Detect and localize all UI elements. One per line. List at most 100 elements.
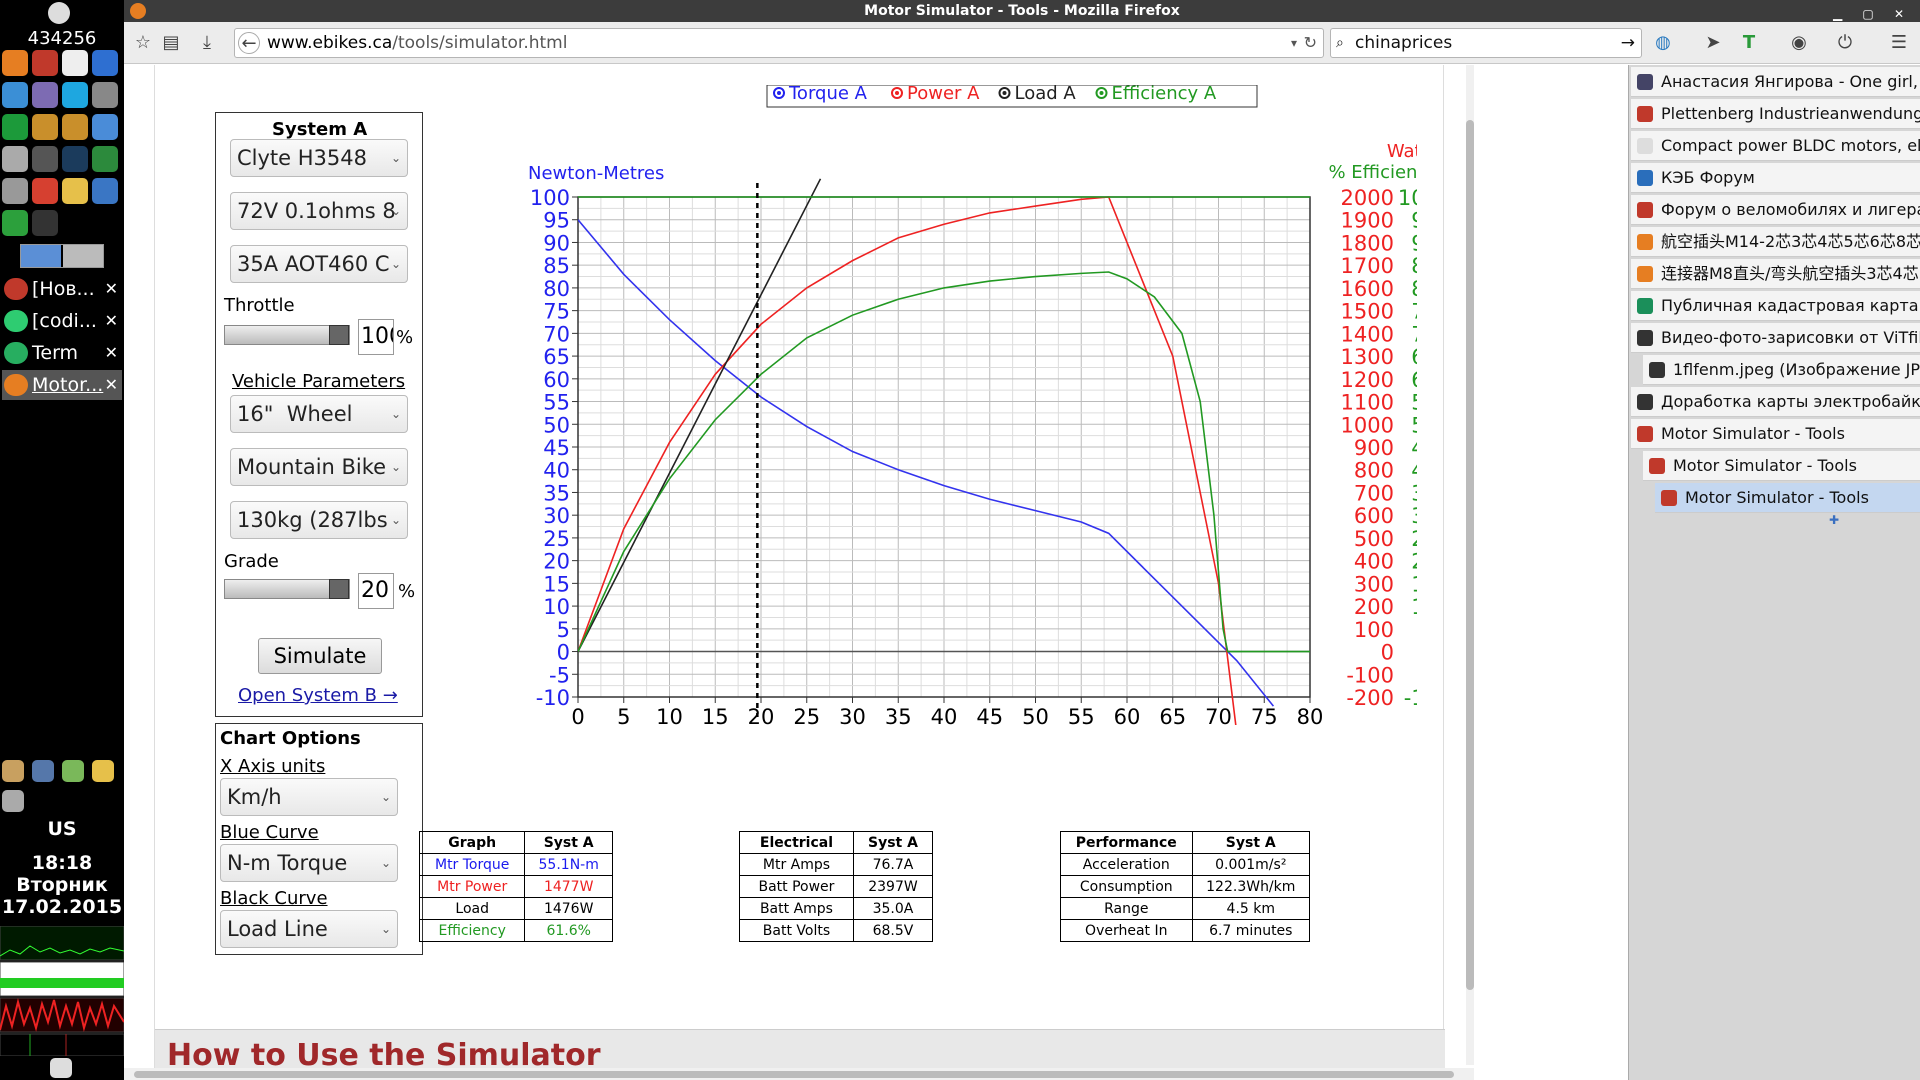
tab-item[interactable]: Motor Simulator - Tools✕	[1643, 451, 1920, 481]
x-axis-select[interactable]: Km/h ⌄	[220, 778, 398, 816]
printer-icon[interactable]	[2, 178, 28, 204]
horizontal-scrollbar[interactable]	[124, 1068, 1474, 1080]
y-tick-label: 40	[543, 459, 570, 483]
monitor-icon[interactable]	[92, 82, 118, 108]
tab-item[interactable]: Доработка карты электробайкеров✕	[1631, 387, 1920, 417]
tab-item[interactable]: 航空插头M14-2芯3芯4芯5芯6芯8芯电缆线 防...✕	[1631, 227, 1920, 257]
blue-curve-select[interactable]: N-m Torque ⌄	[220, 844, 398, 882]
windows-icon[interactable]	[50, 1058, 72, 1078]
workspace-1[interactable]	[21, 245, 61, 267]
chevron-down-icon: ⌄	[390, 407, 401, 421]
clipboard-icon[interactable]	[2, 760, 24, 782]
open-system-b-link[interactable]: Open System B →	[238, 685, 398, 706]
tab-item[interactable]: Публичная кадастровая карта✕	[1631, 291, 1920, 321]
tab-item[interactable]: Compact power BLDC motors, electric brus…	[1631, 131, 1920, 161]
task-item[interactable]: [codi... ✕	[2, 306, 122, 336]
opera-icon[interactable]	[32, 50, 58, 76]
back-icon[interactable]: ←	[238, 32, 260, 54]
opera-blue-icon[interactable]	[92, 50, 118, 76]
network-icon[interactable]	[32, 760, 54, 782]
tool-icon[interactable]	[32, 178, 58, 204]
chart-app-icon[interactable]	[92, 178, 118, 204]
throttle-input[interactable]: 100	[358, 319, 394, 355]
search-input[interactable]: ⌕ chinaprices →	[1330, 28, 1642, 58]
workspace-switcher[interactable]	[20, 244, 104, 268]
tab-item[interactable]: Plettenberg Industrieanwendung Nova15✕	[1631, 99, 1920, 129]
weight-select[interactable]: 130kg (287lbs ⌄	[230, 501, 408, 539]
close-icon[interactable]: ✕	[104, 343, 118, 362]
print-tray-icon[interactable]	[2, 790, 24, 812]
slider-thumb[interactable]	[329, 579, 349, 599]
j-icon[interactable]	[2, 114, 28, 140]
task-item[interactable]: Motor... ✕	[2, 370, 122, 400]
workspace-2[interactable]	[63, 245, 103, 267]
vertical-scrollbar[interactable]	[1466, 65, 1474, 1065]
translate-icon[interactable]: T	[1742, 32, 1756, 53]
app-icon[interactable]	[32, 82, 58, 108]
close-icon[interactable]: ✕	[104, 311, 118, 330]
window-controls[interactable]: ▁ ▢ ✕	[1833, 7, 1912, 21]
throttle-slider[interactable]	[224, 325, 350, 345]
search-go-icon[interactable]: →	[1620, 33, 1635, 53]
task-item[interactable]: Term ✕	[2, 338, 122, 368]
tab-item[interactable]: Форум о веломобилях и лигерадах • Про...…	[1631, 195, 1920, 225]
scrollbar-thumb[interactable]	[1466, 120, 1474, 990]
menu-icon[interactable]: ☰	[1890, 32, 1908, 53]
slider-thumb[interactable]	[329, 325, 349, 345]
user-icon[interactable]	[92, 760, 114, 782]
reader-list-icon[interactable]: ▤	[162, 32, 180, 53]
tab-item[interactable]: Motor Simulator - Tools✕	[1655, 483, 1920, 513]
adblock-icon[interactable]: ◉	[1791, 32, 1807, 53]
grade-slider[interactable]	[224, 579, 350, 599]
close-icon[interactable]: ✕	[104, 279, 118, 298]
download-icon[interactable]: ⤓	[203, 32, 211, 53]
doc-icon[interactable]	[92, 114, 118, 140]
tab-item[interactable]: 1flfenm.jpeg (Изображение JPEG, 834 × ..…	[1643, 355, 1920, 385]
y-tick-label: 15	[543, 572, 570, 596]
controller-select[interactable]: 35A AOT460 C ⌄	[230, 245, 408, 283]
x-tick-label: 20	[748, 705, 775, 725]
opera-white-icon[interactable]	[62, 50, 88, 76]
scrollbar-thumb[interactable]	[134, 1071, 1454, 1078]
black-curve-select[interactable]: Load Line ⌄	[220, 910, 398, 948]
bookmark-star-icon[interactable]: ☆	[134, 32, 152, 53]
motor-select[interactable]: Clyte H3548 ⌄	[230, 139, 408, 177]
new-tab-icon[interactable]: ✚	[1829, 513, 1840, 527]
tux-icon[interactable]	[48, 2, 70, 24]
flame-icon[interactable]	[32, 210, 58, 236]
firefox-icon[interactable]	[2, 50, 28, 76]
tab-item[interactable]: 连接器M8直头/弯头航空插头3芯4芯5公头/母头...✕	[1631, 259, 1920, 289]
play-icon[interactable]	[92, 146, 118, 172]
tab-item[interactable]: Motor Simulator - Tools✕	[1631, 419, 1920, 449]
window-titlebar[interactable]: Motor Simulator - Tools - Mozilla Firefo…	[124, 0, 1920, 22]
url-input[interactable]: www.ebikes.ca/tools/simulator.html ▾ ↻	[234, 28, 1324, 58]
chart-options-title: Chart Options	[220, 728, 361, 749]
grade-input[interactable]: 20	[358, 573, 394, 609]
power-icon[interactable]: ⏻	[1837, 32, 1853, 53]
wheel-select[interactable]: 16" Wheel ⌄	[230, 395, 408, 433]
keyboard-lang[interactable]: US	[47, 818, 77, 840]
steam-icon[interactable]	[62, 146, 88, 172]
chrome-icon[interactable]	[2, 82, 28, 108]
skype-icon[interactable]	[62, 82, 88, 108]
tab-item[interactable]: Анастасия Янгирова - One girl, one bike,…	[1631, 67, 1920, 97]
chat-icon[interactable]	[62, 760, 84, 782]
file-icon[interactable]	[2, 146, 28, 172]
close-icon[interactable]: ✕	[104, 375, 118, 394]
send-icon[interactable]: ➤	[1705, 32, 1721, 53]
simulator-chart[interactable]: 0 5 10 15 20 25 30 35 40 45 50 55 60 65 70 75 8010095908…	[447, 85, 1417, 725]
tab-item[interactable]: КЭБ Форум✕	[1631, 163, 1920, 193]
s-icon[interactable]	[32, 114, 58, 140]
screen-icon[interactable]	[32, 146, 58, 172]
bike-select[interactable]: Mountain Bike ⌄	[230, 448, 408, 486]
reload-icon[interactable]: ↻	[1303, 33, 1317, 52]
url-dropdown-icon[interactable]: ▾	[1290, 36, 1297, 50]
simulate-button[interactable]: Simulate	[258, 638, 382, 674]
globe-icon[interactable]: ◍	[1655, 32, 1671, 53]
tab-item[interactable]: Видео-фото-зарисовки от ViTfilm: The Vi.…	[1631, 323, 1920, 353]
task-item[interactable]: [Нов... ✕	[2, 274, 122, 304]
bucket-icon[interactable]	[2, 210, 28, 236]
s2-icon[interactable]	[62, 114, 88, 140]
battery-select[interactable]: 72V 0.1ohms 8 ⌄	[230, 192, 408, 230]
penguin-icon[interactable]	[62, 178, 88, 204]
